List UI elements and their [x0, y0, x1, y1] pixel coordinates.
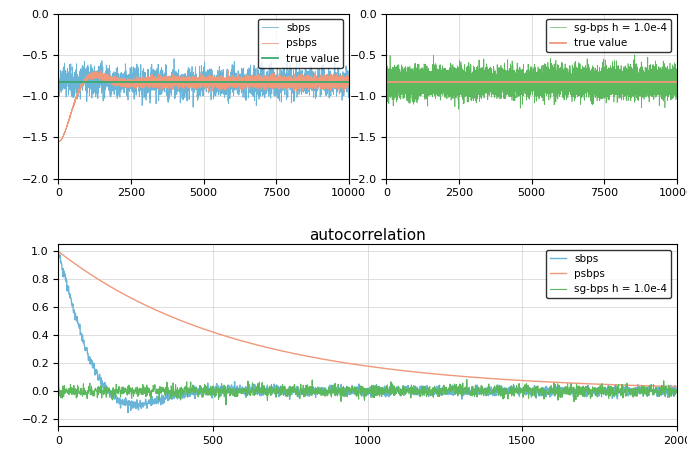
psbps [71, 96, 80, 101]
sbps [329, 84, 337, 90]
true value [383, 79, 391, 85]
sg-bps h = 1.0e-4 [54, 330, 63, 335]
sg-bps h = 1.0e-4 [439, 81, 447, 86]
sbps [86, 355, 94, 360]
sbps [111, 71, 120, 77]
sbps [54, 249, 63, 254]
sbps [54, 32, 63, 37]
sbps [124, 410, 132, 415]
Line: psbps: psbps [58, 251, 677, 387]
sg-bps h = 1.0e-4 [657, 78, 666, 84]
psbps [654, 383, 662, 389]
sg-bps h = 1.0e-4 [222, 402, 230, 408]
sg-bps h = 1.0e-4 [400, 81, 408, 87]
psbps [196, 76, 205, 82]
sbps [196, 74, 205, 79]
Line: sbps: sbps [58, 34, 348, 107]
Title: autocorrelation: autocorrelation [309, 229, 426, 243]
Line: sbps: sbps [58, 251, 677, 413]
psbps [86, 271, 94, 277]
sbps [541, 393, 550, 398]
psbps [541, 379, 549, 385]
sg-bps h = 1.0e-4 [383, 72, 392, 78]
sbps [344, 83, 352, 89]
sbps [355, 385, 363, 390]
psbps [329, 78, 337, 83]
Legend: sg-bps h = 1.0e-4, true value: sg-bps h = 1.0e-4, true value [546, 19, 671, 53]
psbps [673, 384, 681, 389]
Line: psbps: psbps [58, 37, 348, 142]
sbps [655, 393, 663, 399]
psbps [339, 360, 347, 365]
true value [54, 79, 63, 85]
sg-bps h = 1.0e-4 [355, 387, 363, 392]
sbps [339, 386, 347, 391]
Legend: sbps, psbps, sg-bps h = 1.0e-4: sbps, psbps, sg-bps h = 1.0e-4 [546, 250, 671, 299]
psbps [67, 112, 75, 118]
Legend: sbps, psbps, true value: sbps, psbps, true value [258, 19, 344, 68]
sg-bps h = 1.0e-4 [383, 38, 391, 43]
Line: sg-bps h = 1.0e-4: sg-bps h = 1.0e-4 [58, 333, 677, 405]
psbps [344, 75, 352, 80]
sg-bps h = 1.0e-4 [382, 42, 390, 48]
sbps [673, 387, 681, 393]
sg-bps h = 1.0e-4 [673, 93, 681, 99]
psbps [54, 34, 63, 39]
sg-bps h = 1.0e-4 [654, 391, 662, 397]
sbps [56, 89, 64, 95]
Line: sg-bps h = 1.0e-4: sg-bps h = 1.0e-4 [386, 40, 677, 109]
sg-bps h = 1.0e-4 [541, 390, 550, 395]
sg-bps h = 1.0e-4 [655, 393, 663, 398]
sg-bps h = 1.0e-4 [339, 385, 347, 391]
sg-bps h = 1.0e-4 [524, 87, 532, 93]
true value [382, 79, 390, 85]
sg-bps h = 1.0e-4 [455, 107, 463, 112]
psbps [354, 362, 363, 368]
sg-bps h = 1.0e-4 [86, 381, 94, 386]
sbps [71, 82, 80, 87]
sbps [189, 104, 197, 110]
sg-bps h = 1.0e-4 [394, 86, 403, 92]
psbps [55, 139, 63, 144]
psbps [654, 383, 662, 389]
true value [54, 79, 63, 85]
psbps [56, 138, 64, 144]
psbps [111, 78, 120, 84]
sbps [66, 82, 74, 87]
psbps [54, 249, 63, 254]
sg-bps h = 1.0e-4 [673, 387, 681, 393]
sbps [654, 391, 662, 396]
